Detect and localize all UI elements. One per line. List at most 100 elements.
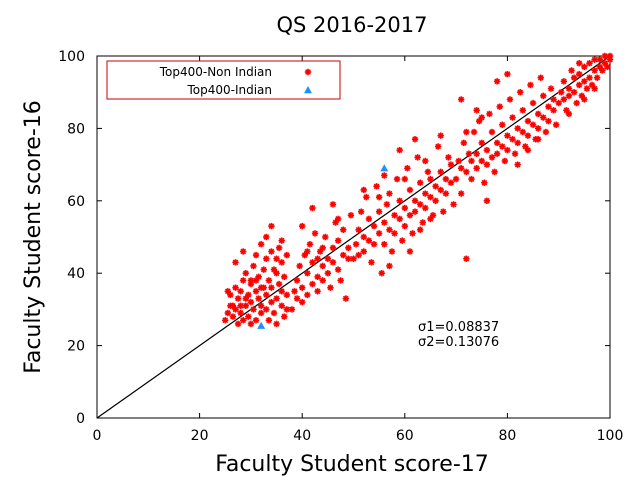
data-point-non-indian	[319, 277, 326, 284]
data-point-non-indian	[319, 262, 326, 270]
data-point-non-indian	[386, 226, 393, 233]
data-point-non-indian	[309, 280, 316, 288]
data-point-non-indian	[357, 208, 365, 215]
data-point-non-indian	[334, 237, 342, 244]
data-point-non-indian	[299, 298, 306, 306]
data-point-non-indian	[432, 197, 439, 204]
data-point-non-indian	[257, 309, 265, 317]
data-point-non-indian	[368, 259, 375, 266]
x-tick-label: 0	[93, 428, 102, 444]
data-point-non-indian	[550, 96, 557, 103]
plot-area: 0 20 40 60 80 100 0 20 40 60 80 100	[58, 49, 623, 444]
data-point-non-indian	[263, 306, 270, 313]
data-point-non-indian	[565, 85, 573, 92]
data-point-non-indian	[278, 302, 285, 309]
data-point-non-indian	[529, 99, 537, 107]
data-point-non-indian	[570, 89, 578, 96]
data-point-non-indian	[288, 306, 296, 313]
data-point-non-indian	[324, 270, 332, 277]
data-point-indian	[257, 321, 266, 329]
data-point-non-indian	[560, 78, 568, 85]
data-point-non-indian	[268, 222, 275, 230]
data-point-non-indian	[427, 193, 434, 201]
legend: Top400-Non Indian Top400-Indian	[106, 60, 341, 100]
x-tick-label: 60	[396, 428, 414, 444]
data-point-non-indian	[411, 197, 419, 204]
data-point-non-indian	[599, 67, 606, 74]
data-point-non-indian	[493, 78, 501, 85]
data-point-non-indian	[237, 309, 244, 317]
data-point-non-indian	[483, 146, 491, 154]
data-point-non-indian	[275, 244, 283, 252]
data-point-non-indian	[437, 186, 444, 194]
data-point-non-indian	[570, 74, 578, 81]
chart-title: QS 2016-2017	[277, 13, 428, 37]
data-point-non-indian	[586, 60, 593, 67]
data-point-non-indian	[488, 154, 496, 161]
data-point-non-indian	[568, 67, 575, 74]
x-tick-label: 40	[293, 428, 311, 444]
data-point-non-indian	[224, 309, 232, 317]
data-point-non-indian	[427, 175, 434, 183]
data-point-non-indian	[278, 259, 285, 266]
data-point-non-indian	[517, 89, 524, 96]
data-point-non-indian	[558, 89, 565, 96]
data-point-non-indian	[388, 248, 396, 255]
data-point-non-indian	[327, 284, 334, 291]
data-point-non-indian	[493, 150, 501, 157]
sigma1-annotation: σ1=0.08837	[418, 320, 499, 335]
data-point-non-indian	[486, 110, 493, 118]
data-point-non-indian	[565, 110, 573, 118]
data-point-non-indian	[319, 244, 326, 252]
data-point-non-indian	[299, 284, 306, 291]
data-point-non-indian	[263, 255, 270, 262]
data-point-non-indian	[473, 165, 480, 172]
data-point-non-indian	[514, 125, 521, 132]
data-point-non-indian	[442, 190, 450, 197]
data-point-non-indian	[409, 230, 416, 237]
data-point-non-indian	[381, 219, 388, 226]
data-point-non-indian	[499, 121, 506, 128]
data-point-non-indian	[478, 157, 485, 165]
legend-marker-triangle	[304, 86, 312, 94]
data-point-non-indian	[396, 146, 403, 154]
data-point-non-indian	[329, 259, 337, 266]
data-point-non-indian	[411, 136, 419, 143]
data-point-non-indian	[509, 136, 516, 143]
data-point-non-indian	[237, 288, 244, 295]
data-point-non-indian	[468, 175, 475, 183]
data-point-non-indian	[468, 157, 475, 165]
data-point-non-indian	[406, 248, 414, 255]
data-point-non-indian	[370, 241, 378, 248]
data-point-non-indian	[334, 215, 342, 223]
data-point-non-indian	[604, 63, 611, 71]
data-point-non-indian	[224, 288, 232, 295]
data-point-non-indian	[240, 317, 247, 324]
data-point-non-indian	[347, 212, 355, 219]
data-point-non-indian	[393, 175, 401, 183]
data-point-non-indian	[406, 186, 414, 194]
data-point-non-indian	[396, 197, 403, 204]
data-point-non-indian	[555, 99, 562, 107]
data-point-non-indian	[340, 251, 347, 259]
data-point-non-indian	[273, 320, 280, 328]
data-point-non-indian	[560, 96, 568, 103]
data-point-non-indian	[240, 277, 247, 284]
data-point-non-indian	[473, 107, 480, 114]
data-point-non-indian	[252, 317, 260, 324]
data-point-non-indian	[337, 277, 344, 284]
data-point-non-indian	[534, 110, 542, 118]
data-point-non-indian	[542, 128, 550, 136]
data-point-non-indian	[437, 132, 444, 139]
data-point-non-indian	[273, 270, 280, 277]
data-point-non-indian	[488, 128, 496, 136]
data-point-non-indian	[322, 233, 329, 241]
data-point-non-indian	[252, 277, 260, 284]
data-point-non-indian	[360, 186, 367, 194]
legend-label: Top400-Non Indian	[159, 65, 272, 79]
data-point-non-indian	[304, 270, 311, 277]
data-point-non-indian	[404, 165, 411, 172]
data-point-non-indian	[242, 302, 249, 309]
data-point-non-indian	[447, 161, 455, 168]
data-point-non-indian	[416, 226, 424, 233]
